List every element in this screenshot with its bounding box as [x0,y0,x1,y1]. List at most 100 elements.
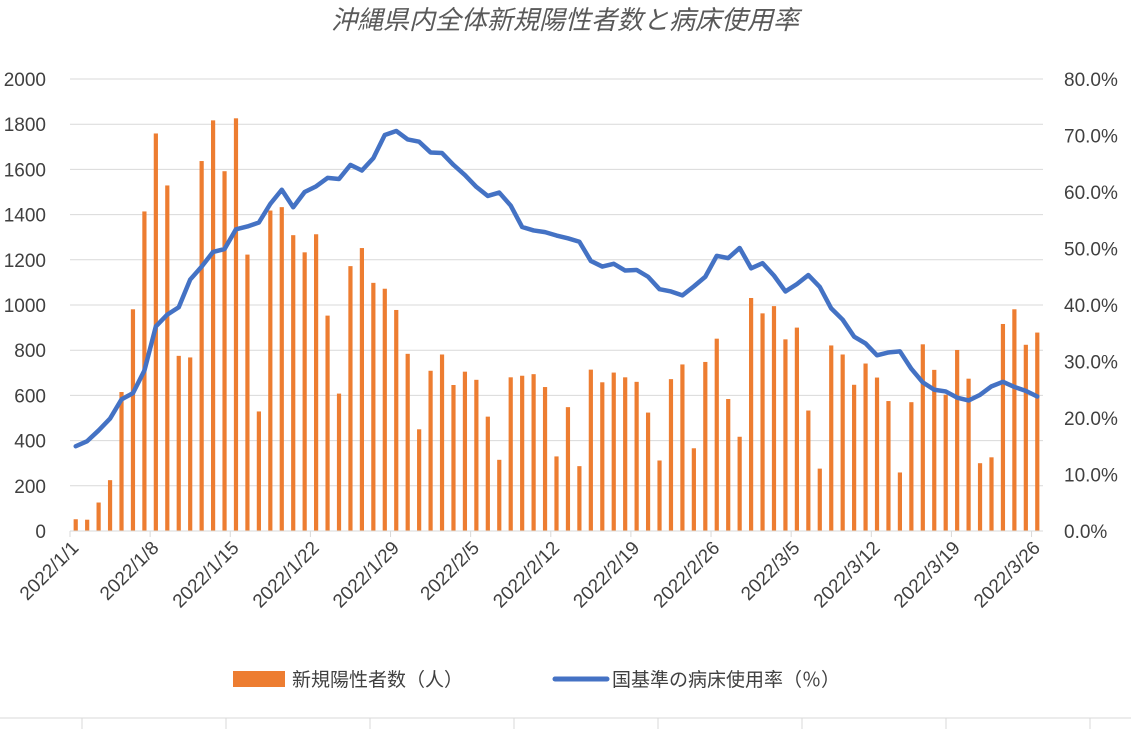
x-tick-label: 2022/3/5 [737,538,804,605]
bar [119,392,124,531]
x-tick-label: 2022/1/15 [169,538,244,613]
line-series-bed-occupancy [73,128,1040,449]
bar [726,399,731,531]
left-y-tick-label: 800 [14,341,46,362]
bar [760,313,765,531]
legend-bar-label: 新規陽性者数（人） [292,669,463,691]
bar [256,411,261,531]
bar [508,377,513,531]
bar [382,288,387,531]
bar [325,315,330,531]
right-y-tick-label: 30.0% [1064,353,1118,374]
bar [714,338,719,531]
bar [794,327,799,531]
bar [314,234,319,531]
bar [245,254,250,531]
x-axis: 2022/1/1 2022/1/8 2022/1/15 2022/1/22 2022/1… [16,530,1045,613]
left-y-tick-label: 1600 [4,160,46,181]
bar [359,248,364,532]
bar [268,210,273,531]
bar [771,306,777,531]
bar [874,377,880,531]
bar [1012,309,1017,531]
bar [176,355,181,531]
bar [829,345,834,531]
bar [497,459,502,531]
bar [165,185,170,531]
bar [737,436,742,531]
x-tick-label: 2022/3/12 [810,538,885,613]
bar [462,371,468,531]
bar [1023,344,1028,531]
bar [588,369,593,531]
bar-series-new-cases [73,118,1040,532]
bar [85,519,90,531]
right-y-tick-label: 60.0% [1064,183,1118,204]
left-y-tick-label: 1400 [4,206,46,227]
left-y-tick-label: 1800 [4,115,46,136]
bar [199,161,204,532]
bar [703,361,708,531]
bar [96,502,101,531]
bar [417,429,422,531]
outer-frame [0,717,1131,729]
bar [279,207,284,531]
x-tick-label: 2022/2/5 [417,538,484,605]
bar [783,339,788,531]
bar [428,370,433,531]
right-y-tick-label: 70.0% [1064,127,1118,148]
right-y-tick-label: 10.0% [1064,466,1118,487]
right-y-tick-label: 40.0% [1064,296,1118,317]
bar [565,407,571,531]
bar [852,384,857,531]
gridlines [70,78,1043,487]
legend-line-label: 国基準の病床使用率（％） [612,669,840,691]
bar [348,266,353,531]
chart-title: 沖縄県内全体新規陽性者数と病床使用率 [331,6,803,36]
bar [897,472,903,531]
left-y-tick-label: 2000 [4,70,46,91]
bar [932,369,937,531]
bar [840,354,845,531]
left-y-tick-label: 1000 [4,296,46,317]
right-y-tick-label: 50.0% [1064,240,1118,261]
legend: 新規陽性者数（人） 国基準の病床使用率（％） [233,669,840,691]
left-y-tick-label: 200 [14,477,46,498]
bar [966,378,971,531]
bar [955,349,960,531]
bar [691,448,696,531]
bar [222,171,227,531]
x-tick-label: 2022/3/19 [890,538,965,613]
right-y-tick-label: 20.0% [1064,409,1118,430]
bar [554,456,559,531]
bar [680,364,685,531]
bar [210,120,216,532]
bar [806,410,811,531]
bar [611,372,616,531]
bar [485,416,490,531]
bar [474,379,479,531]
bar [1035,332,1040,531]
bar [977,463,983,531]
left-y-axis: 0 200 400 600 800 1000 1200 1400 1600 1800 2000 [4,70,46,543]
bar [439,354,445,531]
bar [336,393,342,531]
bar [531,374,536,531]
bar [394,309,399,531]
bar [107,480,113,531]
x-tick-label: 2022/2/19 [570,538,645,613]
bar [943,394,948,531]
line-path [73,128,1040,449]
bar [886,401,891,531]
bar [817,468,822,531]
bar [1000,323,1006,531]
bar [233,118,239,531]
bar [989,457,994,531]
bar [520,375,525,531]
bar [577,466,582,531]
bar [451,385,456,531]
bar [371,282,376,531]
bar [291,235,296,532]
bar [909,402,914,531]
